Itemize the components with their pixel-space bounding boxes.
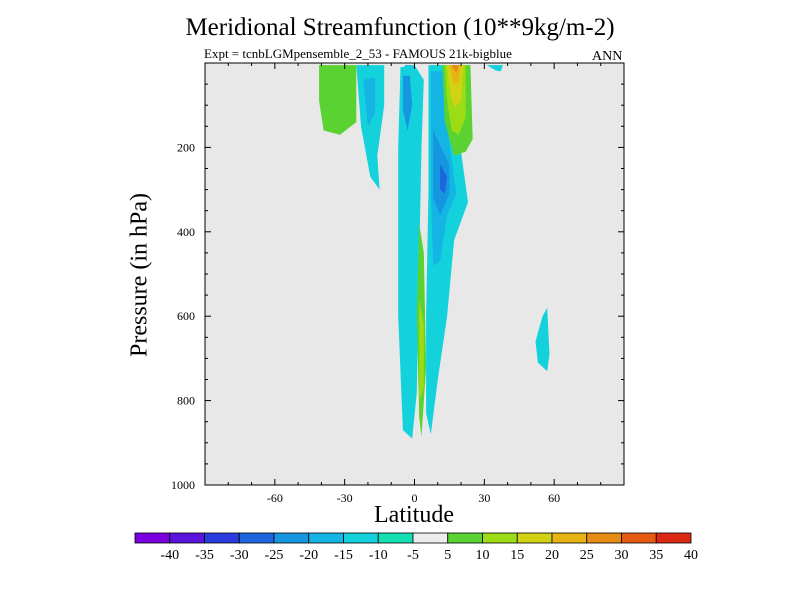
colorbar-swatch <box>447 532 483 544</box>
region-nh-midlat-negative-blob <box>535 307 550 372</box>
x-tick-label: 30 <box>478 491 490 505</box>
y-tick-label: 800 <box>177 394 195 408</box>
y-tick-label: 1000 <box>171 478 195 492</box>
chart-subtitle: Expt = tcnbLGMpensemble_2_53 - FAMOUS 21… <box>204 46 512 61</box>
colorbar-label: 15 <box>510 548 524 563</box>
colorbar: -40 -35 -30 -25 -20 -15 -10 -5 5 10 15 20 25 30 35 40 <box>134 532 698 563</box>
colorbar-swatch <box>621 532 657 544</box>
season-label: ANN <box>592 49 623 64</box>
colorbar-label: -20 <box>299 548 318 563</box>
colorbar-label: -35 <box>195 548 214 563</box>
x-tick-label: 60 <box>548 491 560 505</box>
region-sh-negative-inner <box>363 77 375 127</box>
region-sh-positive-outer <box>319 65 357 135</box>
colorbar-label: 10 <box>476 548 490 563</box>
region-nh-positive-25 <box>451 65 459 74</box>
colorbar-label: 40 <box>684 548 698 563</box>
region-nh-positive-20 <box>449 65 462 85</box>
colorbar-swatch <box>204 532 240 544</box>
colorbar-label: -30 <box>230 548 249 563</box>
region-eq-positive-inner <box>419 299 424 401</box>
colorbar-label: -10 <box>369 548 388 563</box>
colorbar-swatch <box>377 532 414 544</box>
colorbar-swatch <box>482 532 518 544</box>
colorbar-swatch <box>134 532 171 544</box>
colorbar-label: 5 <box>444 548 451 563</box>
colorbar-label: 25 <box>580 548 594 563</box>
y-tick-label: 200 <box>177 140 195 154</box>
axis-ticks: -60 -30 0 30 60 200 400 600 800 1000 <box>171 63 624 505</box>
y-tick-label: 400 <box>177 225 195 239</box>
colorbar-swatch <box>308 532 344 544</box>
x-axis-label: Latitude <box>374 502 454 528</box>
colorbar-swatch <box>551 532 588 544</box>
region-nh-negative-core <box>402 75 413 131</box>
colorbar-label: -40 <box>160 548 179 563</box>
colorbar-swatch <box>412 532 449 544</box>
colorbar-label: 35 <box>649 548 663 563</box>
colorbar-swatch <box>586 532 622 544</box>
colorbar-swatch <box>238 532 275 544</box>
region-sh-negative-outer <box>356 65 385 190</box>
region-nh-subtropic-negative <box>486 65 503 72</box>
colorbar-label: 20 <box>545 548 559 563</box>
colorbar-swatch <box>516 532 553 544</box>
colorbar-swatch <box>343 532 379 544</box>
y-tick-label: 600 <box>177 309 195 323</box>
colorbar-label: -15 <box>334 548 353 563</box>
colorbar-swatch <box>169 532 205 544</box>
x-tick-label: 0 <box>412 491 418 505</box>
colorbar-label: -5 <box>407 548 419 563</box>
colorbar-label: -25 <box>265 548 284 563</box>
x-tick-label: -30 <box>337 491 353 505</box>
region-eq-negative-deep <box>440 164 448 194</box>
chart-title: Meridional Streamfunction (10**9kg/m-2) <box>185 14 615 41</box>
colorbar-swatch <box>273 532 310 544</box>
colorbar-label: 30 <box>615 548 629 563</box>
colorbar-swatch <box>655 532 692 544</box>
contour-regions <box>319 65 550 439</box>
region-nh-negative-tongue <box>398 65 424 439</box>
x-tick-label: -60 <box>267 491 283 505</box>
